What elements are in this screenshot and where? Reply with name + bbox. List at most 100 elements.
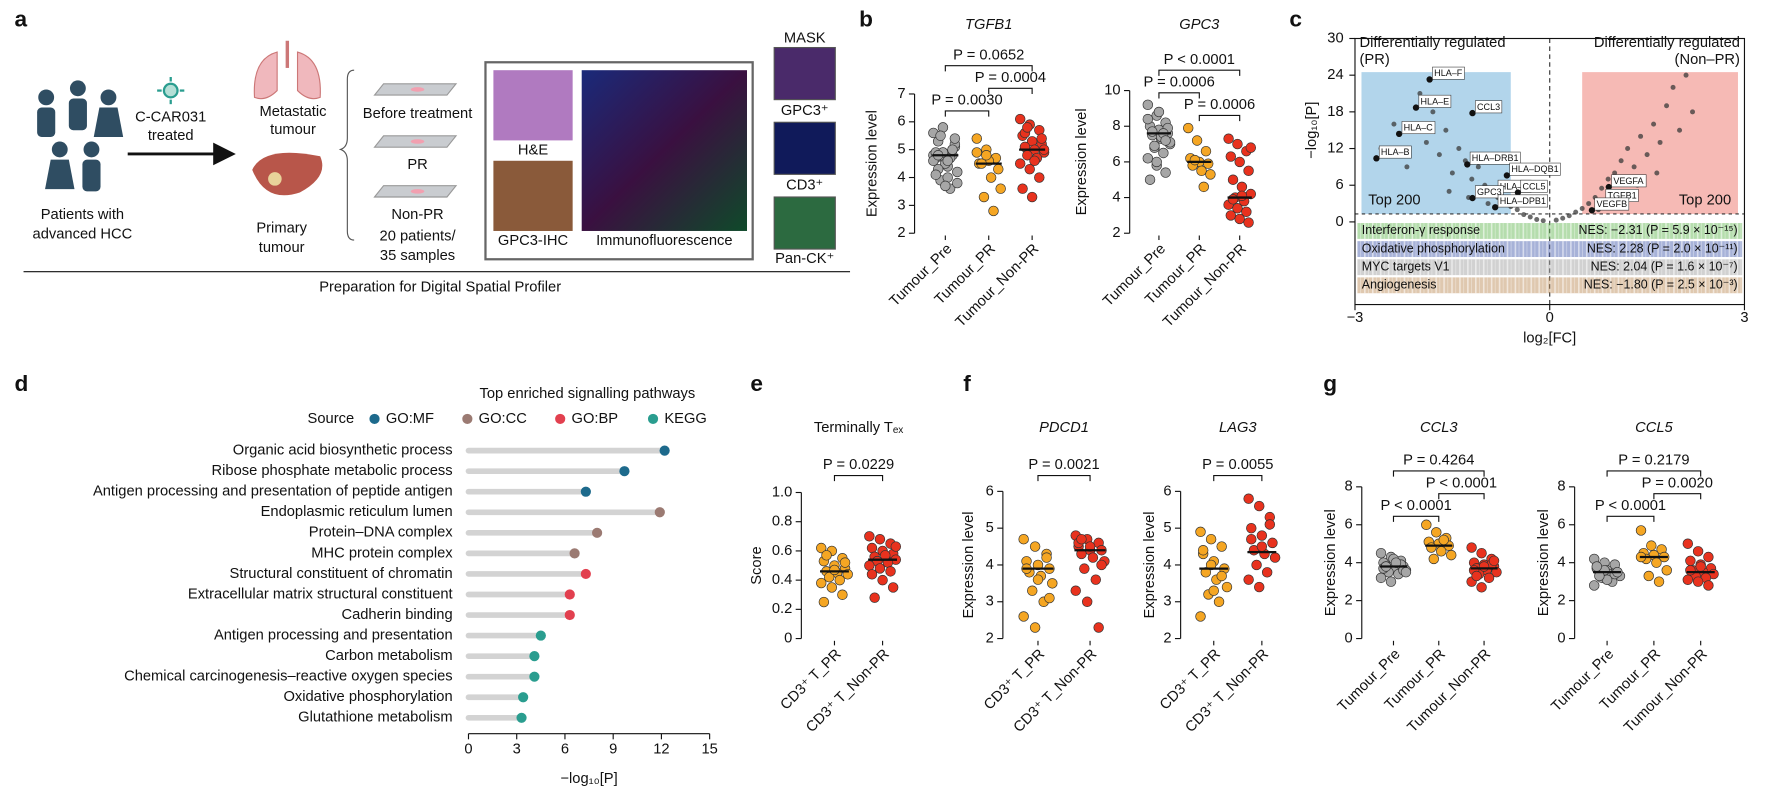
y-tick-label: 12 [1327, 140, 1343, 156]
data-point [1245, 142, 1257, 153]
p-value-label: P < 0.0001 [1164, 52, 1235, 68]
he-image [493, 70, 573, 141]
data-point [1079, 563, 1090, 574]
y-tick-label: 3 [897, 197, 905, 213]
p-value-label: P = 0.0006 [1143, 75, 1214, 91]
y-tick-label: 5 [1163, 520, 1171, 536]
data-point [821, 550, 832, 561]
p-value-label: P = 0.0004 [975, 70, 1046, 86]
gsea-nes: NES: 2.04 (P = 1.6 × 10⁻⁷) [1591, 259, 1738, 273]
gene-label: TGFB1 [1607, 190, 1636, 200]
y-tick-label: 2 [1345, 593, 1353, 609]
data-point [1646, 540, 1657, 551]
stain-label: H&E [518, 142, 548, 158]
data-point [1635, 525, 1647, 536]
data-point [1142, 99, 1154, 111]
data-point [1421, 519, 1432, 530]
p-value-label: P = 0.0020 [1642, 475, 1713, 491]
data-point [1692, 546, 1704, 557]
data-point [1471, 570, 1482, 582]
gene-point [1492, 204, 1499, 211]
data-point [1216, 541, 1227, 552]
gene-label: HLA–C [1404, 123, 1434, 133]
y-tick-label: 6 [1345, 517, 1353, 533]
data-point [1200, 567, 1212, 578]
legend-label: GO:CC [479, 411, 528, 427]
data-point [1090, 574, 1101, 585]
data-point [935, 130, 946, 141]
y-tick-label: 10 [1104, 82, 1120, 98]
panel-label: c [1289, 6, 1302, 31]
data-point [1566, 213, 1572, 219]
data-point [874, 563, 886, 574]
data-point [1236, 181, 1248, 193]
data-point [1443, 127, 1449, 133]
dot [518, 692, 529, 703]
data-point [1208, 585, 1219, 596]
data-point [869, 592, 880, 603]
category-label: Structural constituent of chromatin [230, 566, 453, 582]
y-tick-label: 6 [1557, 517, 1565, 533]
y-axis-label: Expression level [1074, 108, 1090, 215]
stain-label: GPC3-IHC [498, 233, 569, 249]
gene-label: HLA–E [1421, 96, 1450, 106]
stain-label: Immunofluorescence [596, 233, 732, 249]
data-point [942, 155, 953, 167]
x-tick-label: 12 [653, 741, 669, 757]
data-point [866, 542, 878, 554]
data-point [1221, 581, 1233, 593]
bracket [1653, 493, 1702, 500]
data-point [1449, 170, 1455, 176]
data-point [1653, 576, 1665, 587]
data-point [952, 177, 963, 189]
y-tick-label: 0.6 [772, 543, 792, 559]
data-point [1625, 146, 1631, 152]
data-point [1036, 133, 1047, 144]
data-point [818, 596, 830, 608]
panel-label: g [1323, 371, 1337, 396]
gsea-nes: NES: 2.28 (P = 2.0 × 10⁻¹¹) [1587, 241, 1738, 255]
bracket [833, 474, 884, 482]
if-image [581, 70, 748, 231]
gsea-barcode [1357, 259, 1743, 276]
data-point [1400, 566, 1412, 578]
legend-label: GO:BP [572, 411, 619, 427]
channel-label: Pan-CK⁺ [775, 251, 834, 267]
data-point [1022, 122, 1033, 133]
x-tick-label: 0 [1546, 310, 1554, 326]
dot [564, 589, 575, 600]
data-point [1189, 154, 1201, 166]
y-axis-label: Expression level [1536, 509, 1552, 616]
liver-icon [252, 152, 323, 196]
gene-point [1464, 161, 1471, 168]
data-point [874, 534, 886, 545]
data-point [940, 180, 951, 192]
data-point [1254, 500, 1265, 512]
dot [535, 630, 546, 641]
gene-label: HLA–A [1500, 181, 1530, 191]
data-point [1160, 167, 1171, 178]
gsea-name: MYC targets V1 [1362, 259, 1450, 273]
data-point [1032, 559, 1044, 571]
p-value-label: P = 0.0030 [931, 93, 1002, 109]
gene-label-box [1594, 197, 1630, 211]
data-point [1612, 170, 1618, 176]
bracket [1198, 114, 1241, 122]
bracket [1606, 470, 1702, 477]
category-label: Glutathione metabolism [298, 710, 452, 726]
x-tick-label: 6 [561, 741, 569, 757]
data-point [1234, 213, 1245, 225]
y-tick-label: 2 [1163, 630, 1171, 646]
y-tick-label: 0.4 [772, 572, 792, 588]
dot [516, 712, 527, 723]
data-point [1198, 181, 1209, 193]
data-point [1197, 545, 1209, 556]
gene-label-box [1432, 66, 1465, 80]
p-value-label: P = 0.0055 [1202, 457, 1273, 473]
data-point [1685, 555, 1696, 567]
x-tick-label: Tumour_Non-PR [1621, 646, 1711, 736]
data-point [1417, 91, 1423, 97]
legend-label: KEGG [664, 411, 707, 427]
data-point [1521, 212, 1527, 218]
data-point [839, 557, 851, 568]
